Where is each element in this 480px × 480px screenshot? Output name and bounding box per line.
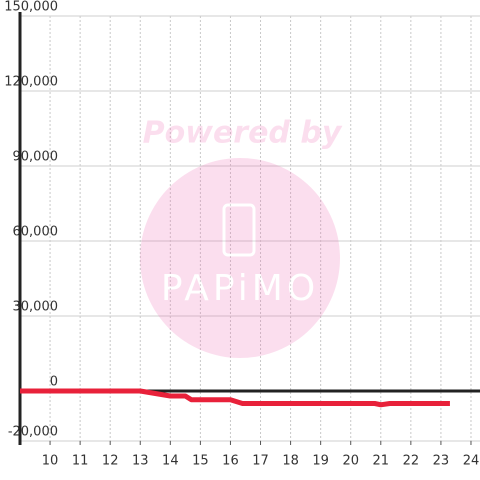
watermark-text: Powered by — [143, 116, 343, 151]
line — [20, 388, 450, 408]
x-tick-label: 16 — [222, 454, 239, 469]
x-tick-label: 14 — [162, 454, 179, 469]
y-tick-label: -20,000 — [8, 425, 58, 440]
y-tick-label: 30,000 — [13, 300, 59, 315]
watermark-brand: PAPiMO — [161, 268, 319, 309]
x-tick-label: 18 — [282, 454, 299, 469]
x-tick-label: 11 — [72, 454, 89, 469]
watermark-icon — [222, 203, 256, 257]
x-tick-label: 17 — [252, 454, 269, 469]
y-tick-label: 0 — [50, 375, 58, 390]
y-tick-label: 60,000 — [13, 225, 59, 240]
grid — [20, 15, 480, 442]
x-tick-label: 23 — [433, 454, 450, 469]
watermark: Powered by PAPiMO — [140, 116, 343, 358]
watermark-circle — [140, 158, 340, 358]
y-tick-label: 120,000 — [4, 75, 58, 90]
x-tick-label: 15 — [192, 454, 209, 469]
x-tick-label: 24 — [463, 454, 480, 469]
x-tick-label: 20 — [342, 454, 359, 469]
x-tick-label: 21 — [373, 454, 390, 469]
x-tick-label: 22 — [403, 454, 420, 469]
x-tick-label: 19 — [312, 454, 329, 469]
y-tick-label: 150,000 — [4, 0, 58, 15]
x-tick-label: 10 — [42, 454, 59, 469]
y-tick-label: 90,000 — [13, 150, 59, 165]
x-tick-label: 13 — [132, 454, 149, 469]
x-tick-label: 12 — [102, 454, 119, 469]
